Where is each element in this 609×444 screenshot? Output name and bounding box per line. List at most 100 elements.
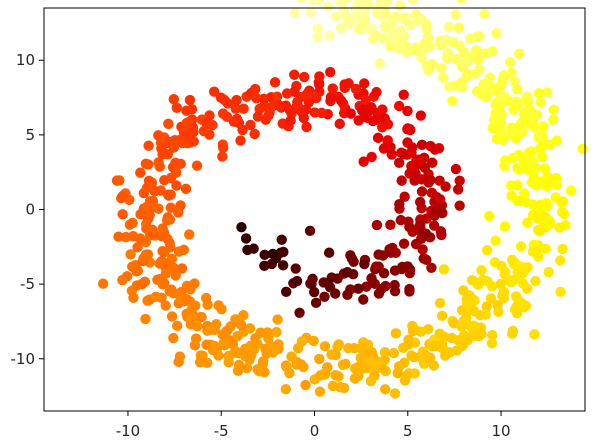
scatter-point: [272, 314, 283, 325]
scatter-point: [430, 340, 442, 352]
scatter-point: [366, 356, 377, 367]
scatter-point: [481, 301, 492, 312]
scatter-point: [342, 289, 353, 301]
scatter-point: [421, 23, 432, 34]
scatter-point: [353, 23, 364, 35]
scatter-point: [408, 351, 420, 363]
scatter-point: [531, 109, 543, 121]
scatter-point: [539, 163, 551, 174]
scatter-point: [296, 336, 308, 347]
scatter-point: [456, 321, 467, 332]
scatter-point: [394, 0, 406, 11]
scatter-point: [114, 175, 125, 186]
scatter-point: [301, 121, 312, 133]
scatter-point: [451, 54, 463, 65]
scatter-point: [479, 8, 490, 20]
scatter-point: [150, 291, 162, 302]
scatter-point: [290, 263, 301, 274]
scatter-point: [345, 108, 357, 119]
scatter-point: [452, 184, 464, 195]
scatter-point: [414, 196, 426, 208]
scatter-point: [554, 222, 565, 233]
scatter-point: [367, 34, 379, 45]
scatter-point: [515, 196, 526, 207]
scatter-point: [520, 300, 532, 312]
scatter-point: [134, 233, 146, 244]
scatter-point: [156, 143, 167, 154]
scatter-point: [200, 292, 212, 304]
y-axis: -10 -5 0 5 10: [11, 51, 44, 368]
scatter-point: [284, 105, 296, 116]
scatter-point: [359, 14, 370, 25]
scatter-point: [508, 104, 519, 115]
scatter-point: [447, 95, 458, 107]
scatter-point: [426, 262, 437, 273]
x-tick-label: 10: [492, 422, 511, 440]
scatter-point: [406, 160, 417, 172]
scatter-point: [512, 84, 523, 95]
scatter-point: [514, 48, 525, 59]
scatter-point: [454, 40, 465, 51]
scatter-point: [232, 365, 244, 377]
scatter-point: [146, 180, 157, 192]
scatter-point: [181, 117, 192, 129]
scatter-point: [483, 79, 494, 90]
scatter-point: [168, 332, 179, 344]
scatter-point: [485, 293, 497, 304]
scatter-point: [518, 188, 530, 199]
scatter-point: [319, 341, 331, 352]
scatter-point: [522, 217, 533, 228]
scatter-point: [506, 67, 517, 79]
scatter-point: [536, 150, 547, 161]
scatter-point: [173, 207, 184, 218]
scatter-point: [479, 91, 490, 103]
scatter-point: [421, 254, 432, 266]
scatter-point: [338, 3, 349, 15]
scatter-point: [425, 174, 436, 186]
scatter-point: [532, 213, 543, 224]
scatter-point: [314, 353, 325, 365]
scatter-point: [260, 114, 271, 125]
scatter-point: [330, 11, 341, 22]
scatter-point: [565, 185, 577, 196]
scatter-point: [377, 104, 388, 115]
x-tick-label: -10: [116, 422, 141, 440]
scatter-point: [498, 134, 509, 146]
scatter-point: [482, 276, 493, 287]
scatter-point: [238, 310, 249, 321]
x-tick-label: 5: [403, 422, 413, 440]
scatter-point: [498, 288, 510, 299]
scatter-point: [385, 219, 396, 231]
scatter-point: [236, 221, 247, 233]
scatter-point: [217, 108, 229, 119]
scatter-point: [235, 319, 247, 331]
scatter-point: [117, 209, 128, 220]
scatter-point: [349, 373, 361, 384]
scatter-point: [499, 221, 511, 232]
scatter-point: [499, 160, 510, 172]
scatter-point: [346, 15, 357, 27]
scatter-point: [280, 286, 292, 298]
scatter-point: [233, 117, 245, 129]
scatter-point: [399, 357, 410, 368]
scatter-point: [172, 320, 183, 332]
scatter-point: [426, 58, 438, 70]
points-layer: [97, 0, 588, 399]
scatter-point: [379, 346, 391, 358]
scatter-point: [398, 89, 409, 100]
scatter-point: [434, 39, 445, 51]
scatter-point: [305, 7, 317, 18]
scatter-point: [258, 93, 270, 105]
scatter-point: [465, 33, 476, 44]
scatter-point: [157, 246, 168, 257]
scatter-point: [353, 115, 364, 126]
scatter-point: [117, 190, 128, 202]
scatter-point: [367, 115, 379, 127]
scatter-point: [355, 342, 367, 354]
scatter-point: [456, 0, 467, 4]
scatter-point: [366, 151, 377, 163]
scatter-point: [269, 77, 281, 88]
scatter-point: [510, 133, 522, 144]
scatter-point: [540, 243, 551, 254]
scatter-point: [244, 323, 256, 334]
